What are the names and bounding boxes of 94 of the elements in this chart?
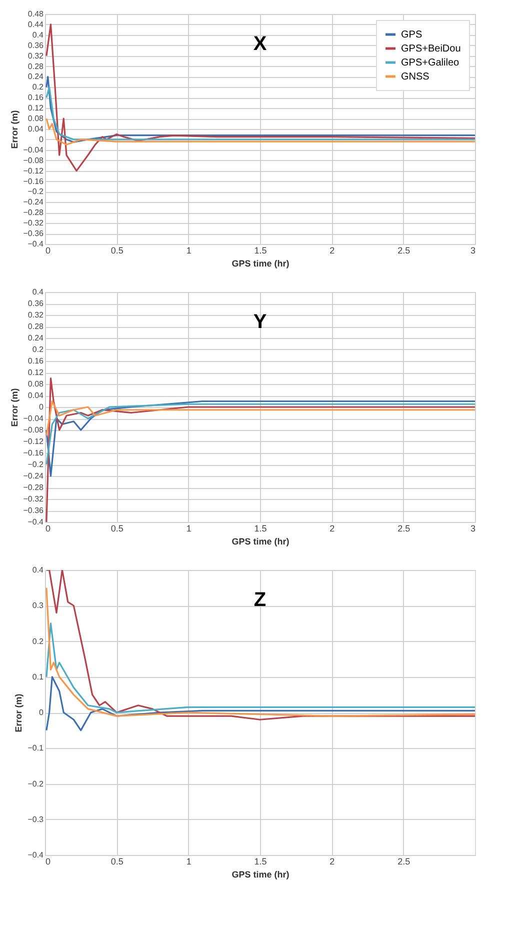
y-tick-label: 0.2 [32,636,44,646]
x-axis-title: GPS time (hr) [232,870,290,880]
y-tick-label: −0.24 [23,198,44,207]
line-series [46,400,475,477]
x-tick-label: 2.5 [398,524,410,534]
y-tick-label: −0.1 [28,744,44,753]
y-tick-label: −0.08 [23,156,44,165]
y-axis-title: Error (m) [9,388,20,427]
legend-label: GPS [401,30,422,40]
x-axis-title: GPS time (hr) [232,536,290,546]
line-series [46,622,475,714]
x-tick-label: 2 [330,856,335,866]
y-tick-label: 0.04 [28,391,44,400]
y-tick-label: −0.32 [23,218,44,228]
x-tick-label: 1 [186,856,192,866]
y-tick-label: −0.2 [28,460,44,469]
y-tick-label: −0.04 [23,145,44,154]
y-tick-label: 0.12 [28,104,44,113]
y-tick-label: −0.3 [28,814,44,824]
y-tick-label: −0.36 [23,506,44,515]
y-tick-label: −0.2 [28,779,44,788]
x-tick-label: 0.5 [110,524,124,534]
y-tick-label: 0.16 [28,356,44,366]
x-tick-label: 2.5 [398,246,410,256]
x-tick-label: 0 [46,856,51,866]
y-tick-label: 0.24 [28,334,44,342]
y-axis-title: Error (m) [14,694,24,732]
text: X [253,33,268,55]
y-tick-label: −0.28 [23,483,44,492]
line-series [46,86,475,140]
line-series [46,118,475,146]
y-tick-label: 0.44 [28,20,44,29]
y-tick-label: 0 [39,402,44,412]
y-tick-label: −0.28 [23,208,44,218]
y-tick-label: 0.3 [32,601,44,610]
y-axis-title: Error (m) [9,110,20,149]
y-tick-label: −0.4 [28,518,44,526]
y-tick-label: −0.16 [23,176,44,186]
x-tick-label: 2.5 [398,856,410,866]
y-tick-label: 0.48 [28,10,44,18]
x-tick-label: 2 [330,524,335,534]
y-tick-label: 0.4 [32,288,44,296]
y-tick-label: −0.4 [28,240,44,248]
x-tick-label: 0 [46,524,51,534]
x-tick-label: 1.5 [254,524,267,534]
y-tick-label: −0.12 [23,166,44,176]
x-tick-label: 1.5 [254,246,267,256]
y-tick-label: −0.16 [23,448,44,458]
y-tick-label: 0.36 [28,299,44,308]
y-tick-label: 0.4 [32,566,44,574]
y-tick-label: 0.08 [28,114,44,124]
y-tick-label: 0 [39,708,44,717]
y-tick-label: 0.2 [32,345,44,354]
y-tick-label: 0.28 [28,322,44,331]
y-tick-label: 0.1 [32,672,44,682]
y-tick-label: 0.04 [28,124,44,134]
x-tick-label: 1 [186,246,192,256]
y-tick-label: 0 [39,134,44,144]
text: Z [254,589,266,611]
y-tick-label: −0.36 [23,229,44,238]
y-tick-label: −0.24 [23,472,44,480]
y-tick-label: 0.2 [32,82,44,92]
y-tick-label: 0.32 [28,310,44,320]
x-tick-label: 1 [186,524,192,534]
y-tick-label: 0.08 [28,380,44,388]
y-tick-label: −0.2 [28,187,44,196]
x-tick-label: 0.5 [110,856,124,866]
text: Y [253,311,268,333]
y-tick-label: 0.28 [28,62,44,71]
x-axis-title: GPS time (hr) [232,258,290,268]
legend-label: GNSS [401,72,430,82]
y-tick-label: 0.12 [28,368,44,377]
y-tick-label: −0.08 [23,426,44,434]
legend-label: GPS+BeiDou [401,44,461,54]
x-tick-label: 2 [330,246,335,256]
x-tick-label: 3 [470,246,476,256]
y-tick-label: 0.32 [28,51,44,60]
y-tick-label: 0.16 [28,93,44,102]
x-tick-label: 1.5 [254,856,267,866]
y-tick-label: 0.24 [28,72,44,82]
x-tick-label: 0.5 [110,246,124,256]
y-tick-label: 0.4 [32,30,44,40]
x-tick-label: 0 [46,246,51,256]
line-series [46,403,475,466]
line-series [46,400,475,437]
line-series [46,676,475,732]
line-series [46,24,475,172]
legend-label: GPS+Galileo [401,58,460,68]
y-tick-label: −0.12 [23,437,44,446]
y-tick-label: −0.04 [23,414,44,423]
y-tick-label: −0.32 [23,494,44,504]
x-tick-label: 3 [470,524,476,534]
y-tick-label: −0.4 [28,850,44,860]
y-tick-label: 0.36 [28,40,44,50]
